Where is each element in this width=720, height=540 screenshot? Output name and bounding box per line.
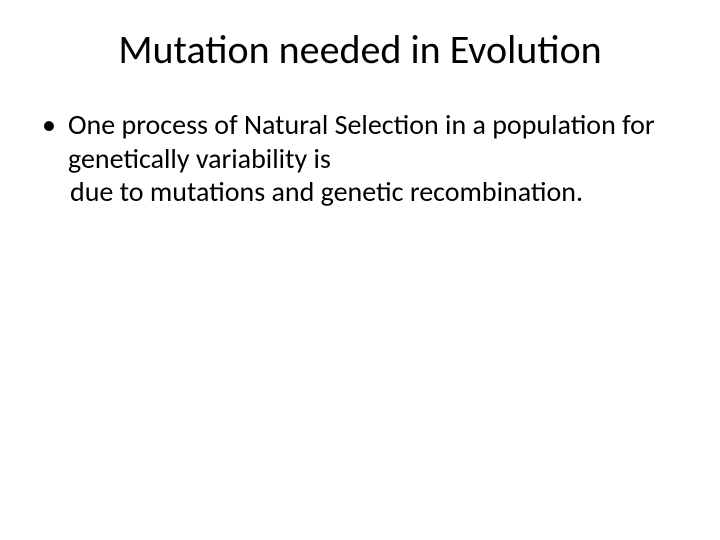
slide-body: One process of Natural Selection in a po… (36, 108, 684, 209)
bullet-continuation: due to mutations and genetic recombinati… (36, 175, 684, 209)
bullet-item: One process of Natural Selection in a po… (36, 108, 684, 175)
bullet-list: One process of Natural Selection in a po… (36, 108, 684, 175)
slide: Mutation needed in Evolution One process… (0, 0, 720, 540)
bullet-text: One process of Natural Selection in a po… (68, 107, 655, 176)
slide-title: Mutation needed in Evolution (36, 28, 684, 72)
